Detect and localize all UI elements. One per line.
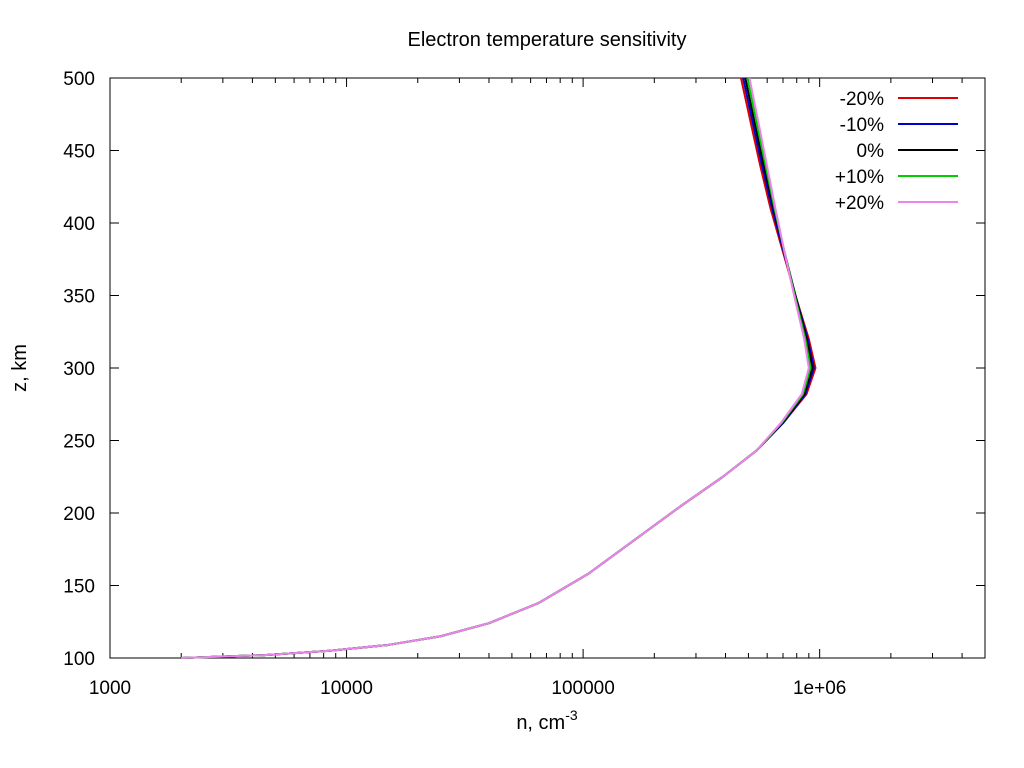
plot-frame [109, 77, 986, 659]
legend-label: -10% [840, 115, 884, 136]
x-tick-label: 1e+06 [793, 678, 846, 699]
y-tick-label: 450 [63, 142, 95, 163]
x-axis-label-superscript: -3 [565, 707, 578, 723]
y-tick-label: 100 [63, 649, 95, 670]
y-tick-label: 150 [63, 577, 95, 598]
x-axis-label-text: n, cm [516, 712, 565, 734]
legend-label: -20% [840, 89, 884, 110]
series-line-2 [181, 77, 815, 659]
series-line-5 [181, 77, 810, 659]
plot-area [109, 77, 986, 659]
series-line-4 [181, 77, 812, 659]
y-tick-label: 350 [63, 287, 95, 308]
x-axis-label: n, cm-3 [516, 707, 578, 734]
legend-label: +20% [835, 193, 884, 214]
legend-label: +10% [835, 167, 884, 188]
x-tick-label: 100000 [551, 678, 614, 699]
y-tick-label: 400 [63, 214, 95, 235]
y-tick-labels: 100 150 200 250 300 350 400 450 500 [63, 69, 95, 670]
series-line-3 [181, 77, 814, 659]
axis-ticks [109, 77, 986, 659]
y-tick-label: 250 [63, 432, 95, 453]
legend-label: 0% [857, 141, 885, 162]
legend: -20% -10% 0% +10% +20% [835, 89, 958, 214]
series-line-1 [181, 77, 817, 659]
x-tick-label: 10000 [320, 678, 373, 699]
series-group [181, 77, 817, 659]
y-tick-label: 300 [63, 359, 95, 380]
y-axis-label: z, km [9, 344, 31, 392]
y-tick-label: 200 [63, 504, 95, 525]
x-tick-labels: 1000 10000 100000 1e+06 [89, 678, 846, 699]
x-tick-label: 1000 [89, 678, 131, 699]
y-tick-label: 500 [63, 69, 95, 90]
chart-title: Electron temperature sensitivity [407, 29, 686, 51]
